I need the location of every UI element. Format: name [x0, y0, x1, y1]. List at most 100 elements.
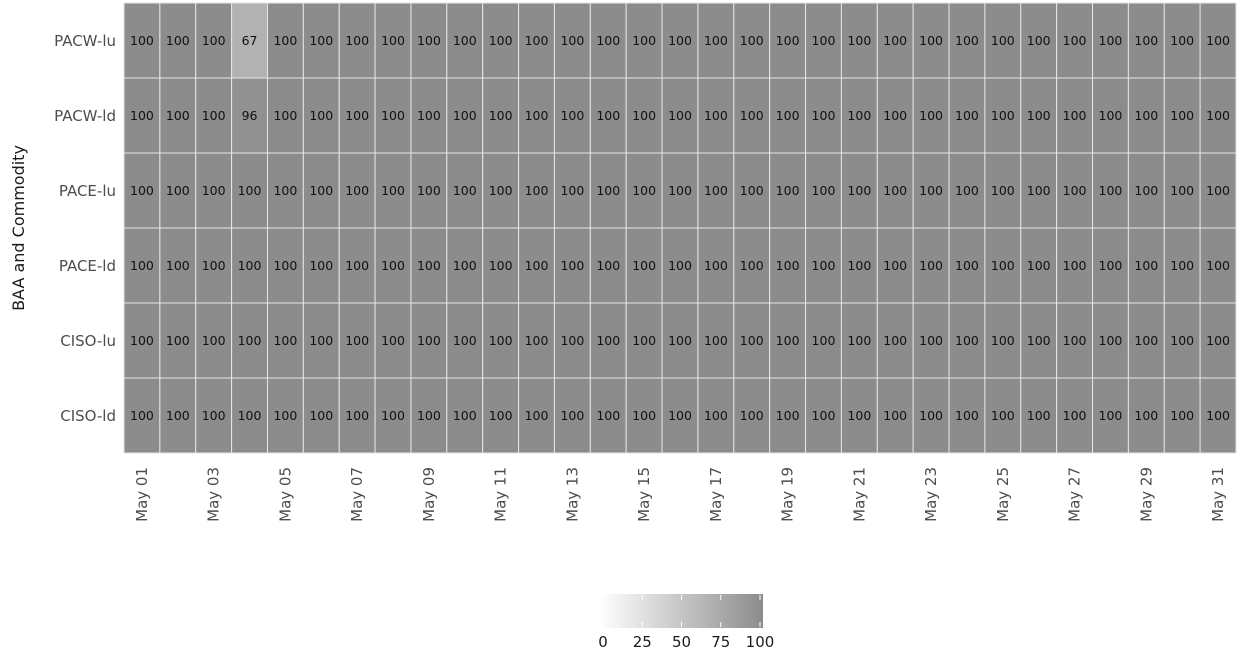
heatmap-cell: [840, 2, 878, 79]
cell-value-label: 100: [812, 183, 836, 198]
heatmap-cell: [733, 2, 771, 79]
heatmap-cell: [589, 2, 627, 79]
heatmap-cell: [805, 227, 842, 304]
x-axis-ticks: May 01 May 03 May 05 May 07 May 09 May 11 May …: [133, 467, 1227, 522]
heatmap-cell: [1092, 377, 1129, 454]
heatmap-cell: [482, 227, 520, 304]
heatmap-cell: [231, 302, 268, 379]
cell-value-label: 100: [1170, 258, 1194, 273]
heatmap-cell: [840, 302, 878, 379]
cell-value-label: 100: [632, 258, 656, 273]
cell-value-label: 100: [130, 333, 154, 348]
cell-value-labels: 100 100 100 67 100 100 100 100 100 100 100 100 100 10…: [130, 33, 1230, 423]
cell-value-label: 100: [632, 408, 656, 423]
heatmap-cell: [733, 302, 771, 379]
cell-value-label: 100: [776, 183, 800, 198]
cell-value-label: 100: [668, 258, 692, 273]
heatmap-cell: [625, 302, 663, 379]
cell-value-label: 100: [1134, 108, 1158, 123]
legend-tick-label: 25: [633, 633, 652, 651]
heatmap-cell: [948, 377, 986, 454]
heatmap-cell: [589, 302, 627, 379]
heatmap-cell: [374, 302, 412, 379]
cell-value-label: 100: [740, 408, 764, 423]
heatmap-cell: [1056, 377, 1094, 454]
heatmap-cell: [1199, 2, 1237, 79]
heatmap-cell: [302, 77, 340, 154]
heatmap-cell: [410, 77, 448, 154]
cell-value-label: 100: [812, 258, 836, 273]
cell-value-label: 100: [1099, 183, 1123, 198]
cell-value-label: 100: [991, 258, 1015, 273]
heatmap-cell: [374, 2, 412, 79]
cell-value-label: 100: [1170, 408, 1194, 423]
cell-value-label: 100: [345, 333, 369, 348]
heatmap-cell: [266, 152, 304, 229]
cell-value-label: 100: [847, 258, 871, 273]
cell-value-label: 100: [273, 333, 297, 348]
cell-value-label: 100: [632, 33, 656, 48]
cell-value-label: 100: [417, 333, 441, 348]
cell-value-label: 100: [883, 33, 907, 48]
cell-value-label: 100: [453, 258, 477, 273]
cell-value-label: 100: [776, 33, 800, 48]
x-tick-label: May 03: [205, 467, 223, 522]
cell-value-label: 100: [381, 258, 405, 273]
cell-value-label: 100: [130, 183, 154, 198]
heatmap-cell: [769, 152, 807, 229]
heatmap-cell: [840, 377, 878, 454]
cell-value-label: 100: [847, 183, 871, 198]
heatmap-cell: [912, 2, 950, 79]
x-tick-label: May 07: [348, 467, 366, 522]
cell-value-label: 100: [381, 183, 405, 198]
cell-value-label: 100: [1027, 33, 1051, 48]
heatmap-cell: [876, 2, 914, 79]
cell-value-label: 100: [202, 33, 226, 48]
cell-value-label: 100: [453, 33, 477, 48]
heatmap-cell: [1056, 152, 1094, 229]
heatmap-cell: [231, 227, 268, 304]
cell-value-label: 100: [668, 33, 692, 48]
heatmap-cell: [446, 152, 484, 229]
heatmap-cell: [1020, 302, 1058, 379]
heatmap-cell: [661, 77, 699, 154]
cell-value-label: 100: [489, 258, 513, 273]
cell-value-label: 100: [309, 108, 333, 123]
cell-value-label: 100: [345, 33, 369, 48]
cell-value-label: 100: [417, 108, 441, 123]
heatmap-cell: [482, 152, 520, 229]
heatmap-cell: [769, 2, 807, 79]
x-tick-label: May 21: [850, 467, 868, 522]
heatmap-cell: [338, 227, 376, 304]
heatmap-cell: [805, 77, 842, 154]
heatmap-cell: [1056, 227, 1094, 304]
heatmap-cell: [697, 377, 735, 454]
heatmap-cell: [984, 302, 1022, 379]
x-tick-label: May 25: [994, 467, 1012, 522]
cell-value-label: 100: [919, 258, 943, 273]
cell-value-label: 100: [202, 108, 226, 123]
cell-value-label: 100: [489, 333, 513, 348]
cell-value-label: 100: [166, 258, 190, 273]
heatmap-cell: [589, 77, 627, 154]
cell-value-label: 100: [847, 408, 871, 423]
cell-value-label: 100: [955, 183, 979, 198]
heatmap-cell: [374, 377, 412, 454]
heatmap-cell: [1092, 227, 1129, 304]
heatmap-cell: [589, 152, 627, 229]
heatmap-cell: [805, 2, 842, 79]
heatmap-cell: [984, 77, 1022, 154]
cell-value-label: 96: [242, 108, 258, 123]
heatmap-cell: [1092, 2, 1129, 79]
heatmap-cell: [266, 227, 304, 304]
heatmap-cell: [1092, 77, 1129, 154]
heatmap-cell: [1127, 152, 1165, 229]
heatmap-cell: [159, 302, 197, 379]
cell-value-label: 100: [704, 258, 728, 273]
x-tick-label: May 31: [1209, 467, 1227, 522]
cell-value-label: 100: [1063, 258, 1087, 273]
heatmap-cell: [876, 227, 914, 304]
cell-value-label: 100: [166, 108, 190, 123]
cell-value-label: 100: [417, 183, 441, 198]
cell-value-label: 100: [704, 183, 728, 198]
